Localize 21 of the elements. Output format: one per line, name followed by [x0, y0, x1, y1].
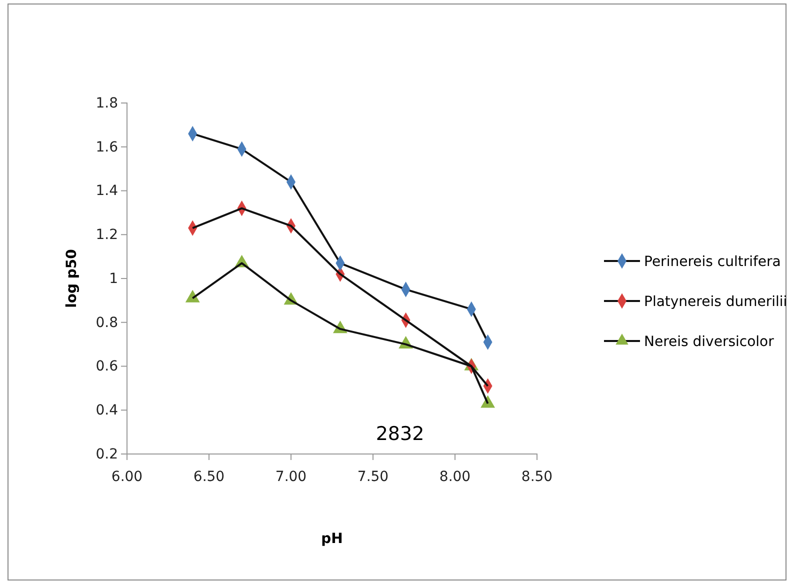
y-tick-label: 0.2 [96, 446, 118, 462]
y-tick-label: 1.6 [96, 139, 118, 156]
y-tick-label: 0.6 [96, 358, 118, 375]
y-tick-label: 0.8 [96, 314, 118, 331]
x-tick-label: 7.50 [357, 469, 389, 486]
y-tick-label: 0.4 [96, 402, 118, 419]
x-tick-label: 6.00 [111, 469, 143, 486]
x-axis-title: pH [321, 531, 343, 547]
y-tick-label: 1.8 [96, 95, 118, 112]
legend-label: Platynereis dumerilii [644, 294, 788, 310]
annotation: 2832 [376, 423, 424, 445]
x-tick-label: 6.50 [193, 469, 225, 486]
legend-label: Perinereis cultrifera [644, 254, 781, 270]
y-tick-label: 1.2 [96, 227, 118, 244]
y-axis-title: log p50 [64, 248, 80, 308]
x-tick-label: 7.00 [275, 469, 307, 486]
legend-label: Nereis diversicolor [644, 334, 774, 350]
x-tick-label: 8.50 [521, 469, 553, 486]
x-tick-label: 8.00 [439, 469, 471, 486]
y-tick-label: 1.4 [96, 183, 118, 200]
y-tick-label: 1 [109, 270, 118, 287]
